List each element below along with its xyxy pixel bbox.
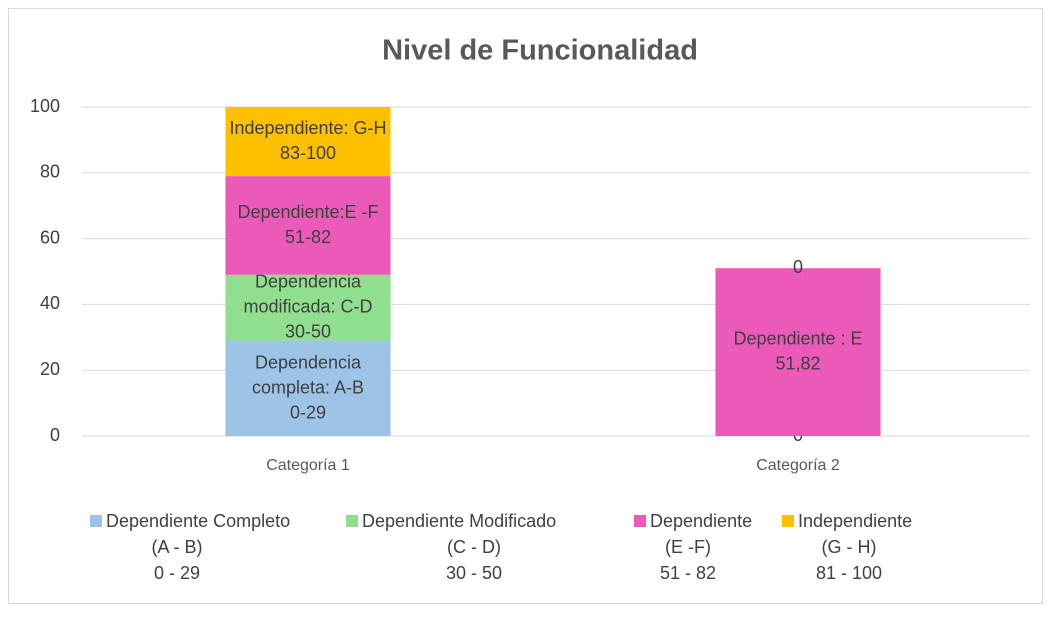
y-tick-label: 60 xyxy=(40,227,60,247)
bar-segment xyxy=(225,274,391,341)
bar-segment xyxy=(225,107,391,177)
y-tick-label: 40 xyxy=(40,293,60,313)
bar-segment xyxy=(225,340,391,436)
legend-label: Dependiente Completo (A - B) 0 - 29 xyxy=(106,511,290,583)
legend-label: Dependiente (E -F) 51 - 82 xyxy=(650,511,752,583)
data-label: Dependencia modificada: C-D 30-50 xyxy=(243,271,372,341)
x-tick-label: Categoría 1 xyxy=(266,457,350,474)
legend-label: Dependiente Modificado (C - D) 30 - 50 xyxy=(362,511,556,583)
data-label: Dependiente:E -F 51-82 xyxy=(237,202,378,247)
legend-swatch xyxy=(346,515,358,527)
data-label: Dependiente : E 51,82 xyxy=(733,328,862,373)
legend-swatch xyxy=(782,515,794,527)
data-label: Dependencia completa: A-B 0-29 xyxy=(252,352,364,422)
y-tick-label: 0 xyxy=(50,425,60,445)
data-label: 0 xyxy=(793,257,803,277)
y-tick-label: 100 xyxy=(30,96,60,116)
data-label: Independiente: G-H 83-100 xyxy=(229,118,386,163)
legend-swatch xyxy=(90,515,102,527)
y-tick-label: 80 xyxy=(40,162,60,182)
legend-label: Independiente (G - H) 81 - 100 xyxy=(798,511,912,583)
x-tick-label: Categoría 2 xyxy=(756,457,840,474)
y-tick-label: 20 xyxy=(40,359,60,379)
bar-segment xyxy=(225,176,391,275)
chart-title: Nivel de Funcionalidad xyxy=(382,35,698,67)
bar-segment xyxy=(715,268,881,436)
legend-swatch xyxy=(634,515,646,527)
